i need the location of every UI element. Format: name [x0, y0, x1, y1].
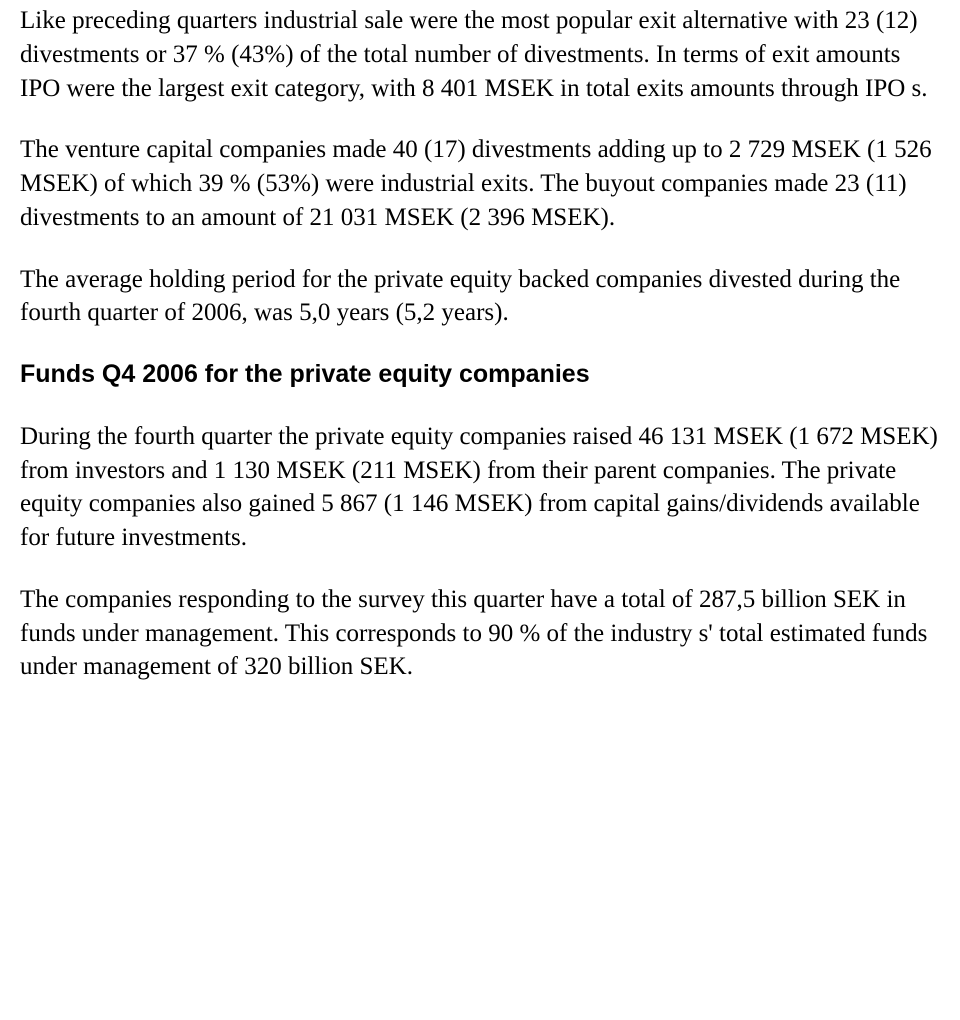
paragraph-1: Like preceding quarters industrial sale … [20, 4, 940, 105]
paragraph-3: The average holding period for the priva… [20, 263, 940, 331]
paragraph-4: During the fourth quarter the private eq… [20, 420, 940, 555]
document-page: Like preceding quarters industrial sale … [0, 0, 960, 732]
section-heading-funds: Funds Q4 2006 for the private equity com… [20, 358, 940, 392]
paragraph-5: The companies responding to the survey t… [20, 583, 940, 684]
paragraph-2: The venture capital companies made 40 (1… [20, 133, 940, 234]
